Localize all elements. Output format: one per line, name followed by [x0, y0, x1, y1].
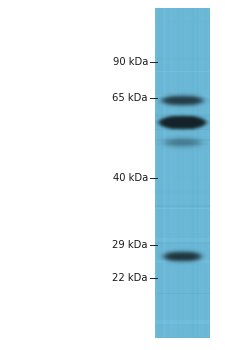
Text: 22 kDa: 22 kDa — [112, 273, 148, 283]
Text: 65 kDa: 65 kDa — [112, 93, 148, 103]
Text: 29 kDa: 29 kDa — [112, 240, 148, 250]
Text: 40 kDa: 40 kDa — [113, 173, 148, 183]
Text: 90 kDa: 90 kDa — [113, 57, 148, 67]
